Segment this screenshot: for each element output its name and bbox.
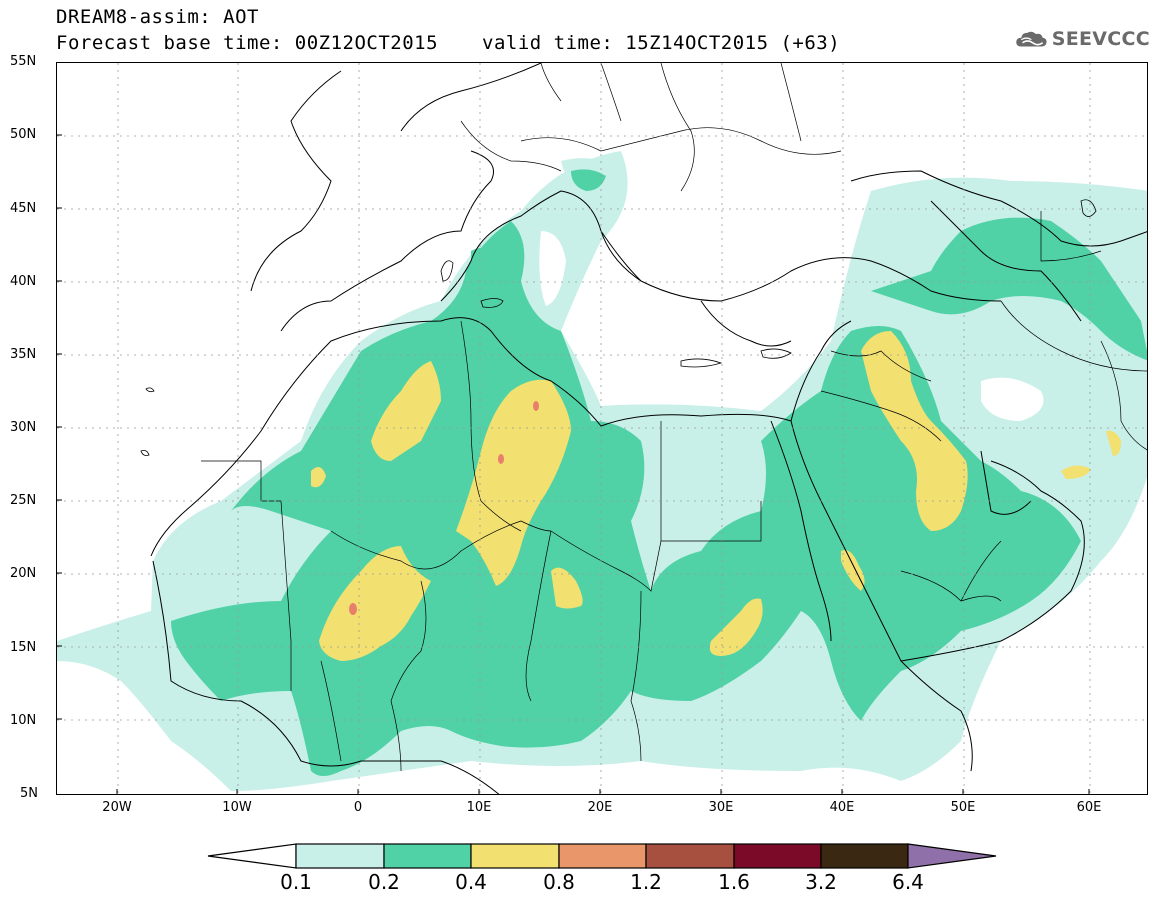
lat-label-50n: 50N [10,127,37,142]
colorbar-bin-2 [383,843,472,869]
lat-label-10n: 10N [10,713,37,728]
map-title: DREAM8-assim: AOT [56,6,259,28]
cloud-icon [1016,31,1047,47]
lon-label-0: 0 [353,800,363,815]
lat-label-30n: 30N [10,420,37,435]
seevccc-logo: SEEVCCC [1015,22,1150,56]
colorbar [207,843,997,869]
lon-label-10e: 10E [466,800,492,815]
lon-label-50e: 50E [950,800,976,815]
colorbar-label-6.4: 6.4 [892,870,924,894]
colorbar-label-1.2: 1.2 [630,870,662,894]
lat-label-25n: 25N [10,493,37,508]
lat-label-45n: 45N [10,201,37,216]
islands [140,199,1097,456]
colorbar-label-3.2: 3.2 [805,870,837,894]
lat-label-5n: 5N [20,786,38,801]
lon-label-40e: 40E [829,800,855,815]
lat-label-15n: 15N [10,640,37,655]
lon-label-30e: 30E [708,800,734,815]
colorbar-bin-3 [470,843,560,869]
colorbar-label-1.6: 1.6 [718,870,750,894]
colorbar-label-0.4: 0.4 [455,870,487,894]
valid-time: valid time: 15Z14OCT2015 (+63) [482,32,841,54]
lat-label-40n: 40N [10,274,37,289]
colorbar-bin-1 [295,843,385,869]
graticule [57,63,1147,794]
lon-label-10w: 10W [222,800,252,815]
colorbar-under-triangle [207,843,297,869]
aot-map [56,62,1148,795]
lon-label-20w: 20W [102,800,132,815]
lat-label-55n: 55N [10,54,37,69]
logo-text: SEEVCCC [1051,28,1150,50]
coastlines [150,63,1147,794]
lon-label-20e: 20E [587,800,613,815]
colorbar-label-0.2: 0.2 [368,870,400,894]
colorbar-bin-6 [733,843,822,869]
colorbar-over-triangle [907,843,997,869]
country-borders [201,63,1147,772]
colorbar-bin-5 [645,843,735,869]
colorbar-label-0.8: 0.8 [543,870,575,894]
lon-label-60e: 60E [1076,800,1102,815]
lat-label-20n: 20N [10,566,37,581]
forecast-base-time: Forecast base time: 00Z12OCT2015 [56,32,439,54]
lat-label-35n: 35N [10,347,37,362]
colorbar-label-0.1: 0.1 [280,870,312,894]
colorbar-bin-4 [558,843,647,869]
aot-contour-red [349,401,539,615]
aot-contour-yellow [311,331,1121,661]
colorbar-bin-7 [820,843,909,869]
aot-contour-medium [171,169,1147,776]
